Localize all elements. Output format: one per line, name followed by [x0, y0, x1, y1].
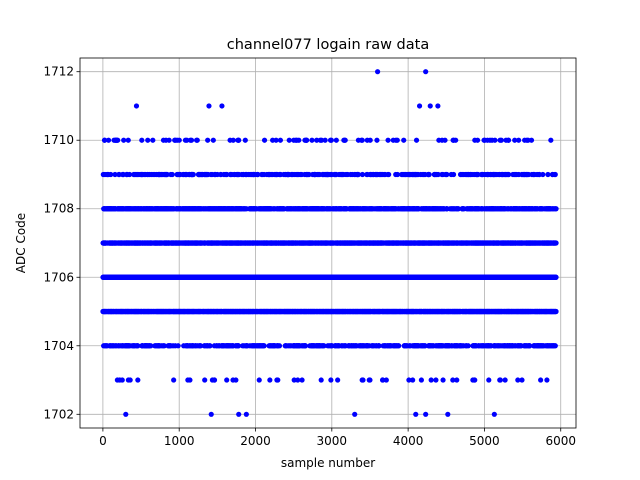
- data-point: [197, 343, 204, 349]
- data-point: [544, 377, 550, 383]
- data-point: [515, 377, 521, 383]
- data-point: [175, 343, 181, 349]
- data-point: [454, 377, 460, 383]
- data-point: [187, 377, 193, 383]
- data-point: [302, 343, 309, 349]
- data-point: [502, 377, 508, 383]
- data-point: [553, 274, 559, 280]
- data-point: [148, 343, 154, 349]
- data-point: [486, 377, 492, 383]
- data-point: [299, 377, 305, 383]
- data-point: [127, 377, 133, 383]
- data-point: [328, 377, 334, 383]
- data-point: [552, 343, 558, 349]
- data-point: [321, 343, 327, 349]
- data-point: [440, 377, 446, 383]
- data-point: [335, 377, 341, 383]
- data-point: [465, 343, 471, 349]
- data-point: [406, 377, 412, 383]
- data-point: [119, 377, 125, 383]
- data-point: [497, 377, 503, 383]
- data-point: [383, 377, 389, 383]
- data-point: [376, 343, 382, 349]
- data-point: [224, 377, 230, 383]
- data-point: [519, 377, 525, 383]
- data-point: [472, 377, 478, 383]
- data-point: [433, 377, 439, 383]
- data-point: [418, 377, 424, 383]
- data-point: [410, 377, 416, 383]
- data-point: [261, 343, 267, 349]
- data-point: [367, 377, 373, 383]
- data-point: [135, 377, 141, 383]
- data-points: [100, 69, 559, 417]
- data-point: [428, 377, 434, 383]
- data-point: [450, 377, 456, 383]
- data-point: [360, 377, 366, 383]
- data-point: [202, 377, 208, 383]
- data-point: [527, 343, 533, 349]
- data-point: [380, 377, 386, 383]
- data-point: [211, 377, 218, 383]
- data-point: [233, 377, 239, 383]
- data-point: [267, 377, 273, 383]
- data-point: [275, 377, 281, 383]
- data-point: [161, 343, 167, 349]
- data-point: [235, 343, 242, 349]
- data-point: [276, 343, 283, 349]
- data-point: [295, 377, 301, 383]
- data-point: [135, 343, 141, 349]
- data-point: [171, 377, 177, 383]
- data-point: [538, 377, 544, 383]
- data-point: [256, 377, 262, 383]
- data-point: [291, 377, 297, 383]
- data-point: [553, 308, 559, 315]
- data-point: [207, 343, 213, 349]
- data-point: [318, 377, 324, 383]
- data-point: [396, 343, 402, 349]
